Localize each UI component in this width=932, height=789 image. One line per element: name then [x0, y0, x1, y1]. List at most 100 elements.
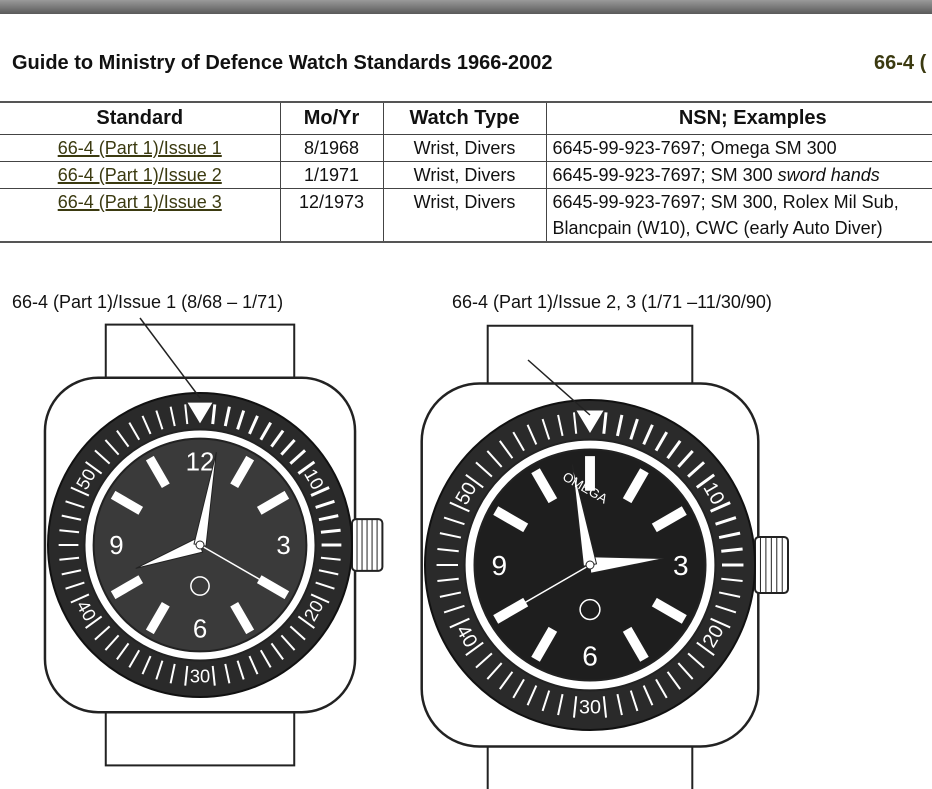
- standard-link[interactable]: 66-4 (Part 1)/Issue 2: [57, 165, 222, 185]
- bezel-tick: [715, 516, 737, 526]
- standard-link[interactable]: 66-4 (Part 1)/Issue 1: [57, 138, 222, 158]
- bezel-tick: [85, 461, 103, 475]
- figure-caption-issue-2-3: 66-4 (Part 1)/Issue 2, 3 (1/71 –11/30/90…: [452, 292, 772, 312]
- nsn-cell: 6645-99-923-7697; SM 300, Rolex Mil Sub,…: [545, 188, 932, 243]
- bezel-tick: [710, 617, 731, 629]
- bezel-tick: [449, 501, 470, 513]
- bezel-tick: [687, 652, 705, 669]
- bezel-tick: [155, 660, 164, 680]
- bezel-tick: [439, 532, 462, 539]
- bezel-tick: [443, 604, 465, 614]
- bezel-tick: [629, 418, 639, 440]
- bezel-tick: [270, 429, 285, 448]
- hour-marker: [110, 575, 144, 600]
- bezel-tick: [224, 663, 231, 684]
- bezel-tick: [541, 418, 551, 440]
- bezel-tick: [498, 440, 514, 459]
- table-row: 66-4 (Part 1)/Issue 1 8/1968 Wrist, Dive…: [0, 134, 932, 162]
- bezel-tick: [61, 514, 82, 521]
- bezel-tick: [512, 431, 525, 452]
- pointer-line: [139, 317, 201, 399]
- bezel-tick: [61, 569, 82, 576]
- bezel-tick: [236, 660, 245, 680]
- bezel-tick: [104, 439, 120, 456]
- bezel-tick: [184, 404, 189, 425]
- bezel-tick: [236, 410, 246, 430]
- hour-marker: [622, 468, 649, 504]
- standards-table: Standard Mo/Yr Watch Type NSN; Examples …: [0, 101, 932, 243]
- bezel-tick: [289, 449, 307, 465]
- bezel-tick: [439, 591, 462, 598]
- bezel-tick: [116, 430, 130, 448]
- bezel-tick: [654, 431, 669, 452]
- bezel-tick: [318, 514, 339, 522]
- bezel-tick: [297, 615, 315, 629]
- bezel-tick: [475, 652, 493, 669]
- bezel-tick: [211, 665, 216, 686]
- bezel-triangle: [187, 402, 213, 424]
- bezel-tick: [655, 678, 668, 699]
- hand-pivot: [195, 540, 205, 550]
- nsn-text: 6645-99-923-7697; SM 300, Rolex Mil Sub,: [552, 192, 899, 212]
- bezel-tick: [104, 634, 120, 651]
- bezel-tick: [677, 449, 694, 468]
- bezel-tick: [297, 460, 316, 475]
- bezel-tick: [465, 473, 484, 489]
- bezel-numeral: 30: [190, 665, 210, 686]
- tritium-symbol: [190, 576, 210, 596]
- bezel-tick: [94, 625, 111, 641]
- second-hand: [503, 564, 591, 616]
- hour-marker: [145, 601, 170, 635]
- bezel-tick: [718, 531, 741, 540]
- hour-marker: [493, 506, 529, 533]
- bezel-tick: [498, 671, 514, 690]
- document-code: 66-4 (: [874, 52, 927, 74]
- bezel-tick: [557, 693, 564, 716]
- bezel-tick: [248, 415, 259, 435]
- bezel-tick: [715, 604, 737, 614]
- date-cell: 12/1973: [279, 188, 384, 243]
- nsn-text-line2: Blancpain (W10), CWC (early Auto Diver): [552, 218, 883, 238]
- type-cell: Wrist, Divers: [382, 161, 547, 189]
- bezel-tick: [721, 577, 743, 583]
- nsn-text: 6645-99-923-7697; Omega SM 300: [552, 138, 837, 158]
- page-title: Guide to Ministry of Defence Watch Stand…: [12, 52, 553, 74]
- bezel-tick: [475, 461, 493, 478]
- header-standard: Standard: [0, 101, 281, 135]
- date-cell: 1/1971: [279, 161, 384, 189]
- bezel-tick: [270, 642, 284, 660]
- bezel-tick: [709, 501, 731, 513]
- bezel-numeral: 30: [579, 697, 601, 719]
- bezel-tick: [602, 696, 608, 718]
- bezel-tick: [602, 412, 608, 434]
- bezel-tick: [128, 422, 141, 441]
- standard-link[interactable]: 66-4 (Part 1)/Issue 3: [57, 192, 222, 212]
- bezel-triangle: [576, 410, 604, 433]
- bezel-tick: [70, 486, 90, 497]
- bezel-tick: [318, 569, 339, 576]
- bezel-tick: [248, 655, 259, 675]
- bezel-tick: [526, 685, 538, 706]
- bezel-tick: [666, 671, 682, 690]
- bezel-tick: [695, 473, 716, 489]
- hour-marker: [145, 455, 170, 489]
- figure-caption-issue-1: 66-4 (Part 1)/Issue 1 (8/68 – 1/71): [12, 292, 284, 312]
- bezel-tick: [512, 678, 525, 699]
- bezel-tick: [696, 641, 715, 657]
- nsn-text: 6645-99-923-7697; SM 300: [552, 165, 778, 185]
- table-row: 66-4 (Part 1)/Issue 3 12/1973 Wrist, Div…: [0, 188, 932, 243]
- bezel-tick: [310, 593, 330, 604]
- bezel-tick: [666, 439, 682, 460]
- bezel-tick: [169, 663, 176, 684]
- bezel-tick: [223, 406, 231, 427]
- bezel-tick: [677, 662, 694, 680]
- bezel-tick: [465, 641, 484, 657]
- dial-numeral: 3: [276, 532, 290, 560]
- dial-numeral: 6: [582, 641, 598, 672]
- hour-marker: [531, 626, 558, 662]
- bezel-tick: [70, 593, 90, 604]
- hour-marker: [531, 468, 558, 504]
- bezel-tick: [94, 449, 111, 465]
